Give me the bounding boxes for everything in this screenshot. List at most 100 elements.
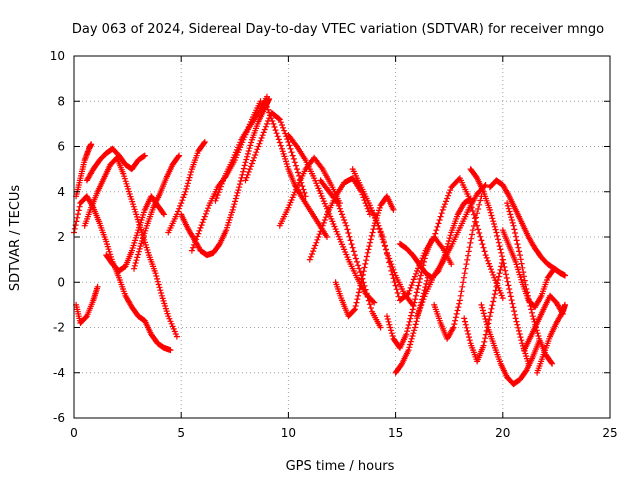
interpolated-markers <box>468 167 531 365</box>
data-point <box>294 166 300 173</box>
series-arc-4 <box>73 283 101 326</box>
y-tick-label: -2 <box>53 321 65 335</box>
interpolated-markers <box>479 304 542 387</box>
interpolated-markers <box>462 260 505 363</box>
y-tick-label: 10 <box>50 49 65 63</box>
data-point <box>499 256 506 263</box>
x-tick-label: 20 <box>495 426 510 440</box>
interpolated-markers <box>500 229 563 310</box>
interpolated-markers <box>166 140 207 234</box>
y-tick-label: 4 <box>57 185 65 199</box>
interpolated-markers <box>286 133 377 305</box>
y-axis-label: SDTVAR / TECUs <box>8 185 23 292</box>
data-point <box>493 283 500 290</box>
y-tick-label: 2 <box>57 230 65 244</box>
interpolated-markers <box>131 153 182 269</box>
data-point <box>409 306 416 313</box>
data-point <box>371 211 378 218</box>
series-arc-6 <box>103 193 167 274</box>
series-arc-26 <box>431 175 506 302</box>
interpolated-markers <box>179 97 272 258</box>
data-point <box>315 234 322 240</box>
data-point <box>431 234 438 240</box>
y-tick-label: 6 <box>57 140 65 154</box>
data-point <box>414 313 420 320</box>
interpolated-markers <box>73 141 94 197</box>
data-point <box>510 222 517 229</box>
data-point <box>270 120 277 127</box>
series-arc-11 <box>212 93 270 204</box>
x-tick-label: 0 <box>70 426 78 440</box>
interpolated-markers <box>243 110 308 196</box>
data-point <box>439 206 446 213</box>
y-tick-label: 8 <box>57 94 65 108</box>
interpolated-markers <box>333 194 396 319</box>
series-arc-34 <box>521 292 566 354</box>
data-point <box>251 154 258 161</box>
data-point <box>351 252 358 259</box>
data-point <box>188 247 195 254</box>
data-point <box>517 252 523 259</box>
data-point <box>259 132 266 139</box>
data-point <box>456 297 463 304</box>
series-arc-2 <box>73 141 95 200</box>
data-point <box>242 177 249 184</box>
interpolated-markers <box>213 95 269 201</box>
interpolated-markers <box>522 293 565 352</box>
data-point <box>411 324 418 331</box>
data-point <box>506 286 513 292</box>
series-arc-7 <box>131 152 183 272</box>
interpolated-markers <box>307 175 372 260</box>
data-point <box>261 98 268 105</box>
x-axis-label: GPS time / hours <box>286 459 395 474</box>
series-arc-5 <box>81 154 180 340</box>
data-point <box>504 200 511 207</box>
y-tick-label: 0 <box>57 275 65 289</box>
x-tick-label: 15 <box>388 426 403 440</box>
data-point <box>529 313 536 320</box>
data-point <box>242 159 249 166</box>
data-point <box>486 313 493 320</box>
data-point <box>306 256 313 263</box>
interpolated-markers <box>82 155 179 337</box>
interpolated-markers <box>71 194 173 353</box>
data-point <box>512 315 519 322</box>
data-point <box>493 229 500 236</box>
series-arc-31 <box>504 200 556 367</box>
series-arc-17 <box>317 177 384 331</box>
data-point <box>343 222 350 229</box>
interpolated-markers <box>393 277 430 375</box>
interpolated-markers <box>84 146 147 182</box>
interpolated-markers <box>104 194 167 274</box>
y-tick-label: -6 <box>53 411 65 425</box>
data-point <box>379 234 386 240</box>
data-point <box>384 313 390 320</box>
series-arc-16 <box>306 175 373 263</box>
x-tick-label: 25 <box>602 426 617 440</box>
interpolated-markers <box>318 178 383 329</box>
data-point <box>416 279 423 286</box>
series-arc-3 <box>83 145 148 184</box>
interpolated-markers <box>277 156 342 227</box>
data-point <box>463 261 470 268</box>
data-point <box>302 193 309 200</box>
y-tick-label: -4 <box>53 366 65 380</box>
data-point <box>236 184 243 191</box>
data-point <box>474 222 481 229</box>
data-point <box>197 224 204 231</box>
data-point <box>364 249 371 256</box>
interpolated-markers <box>262 101 329 239</box>
series-arc-12 <box>261 98 330 240</box>
data-point <box>131 265 137 272</box>
data-point <box>482 252 489 259</box>
series-arc-32 <box>499 227 564 311</box>
data-point <box>182 188 189 195</box>
data-point <box>469 227 476 234</box>
data-series <box>71 93 568 388</box>
data-point <box>358 279 365 286</box>
series-arc-28 <box>467 166 532 367</box>
axis-ticks: 0 5 10 15 20 25 -6 -4 -2 0 2 4 6 8 10 <box>50 49 618 440</box>
data-point <box>388 267 395 274</box>
